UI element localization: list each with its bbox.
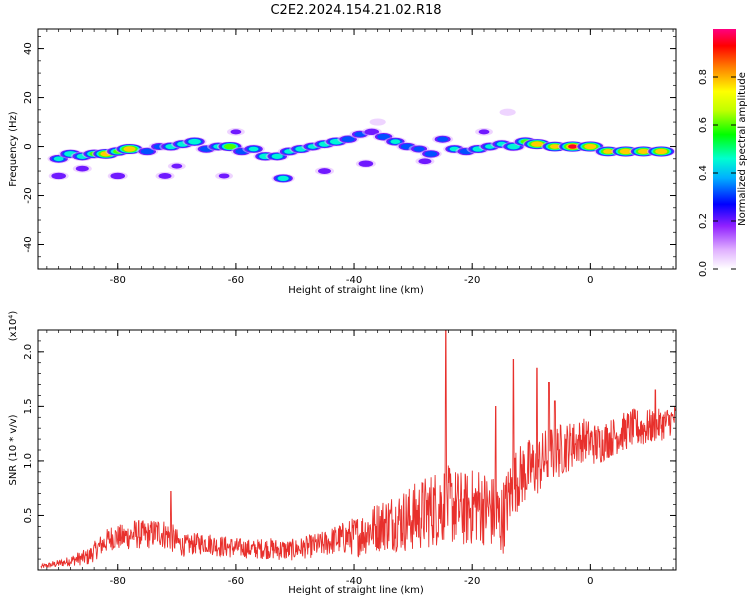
figure-title: C2E2.2024.154.21.02.R18 xyxy=(270,3,441,18)
spectrogram-axes: -80 -60 -40 -20 0 -40 -20 0 20 40 xyxy=(23,29,676,286)
heatmap-blob xyxy=(271,173,295,184)
heatmap-blob xyxy=(369,118,386,126)
x-tick-label: -60 xyxy=(228,576,244,587)
colorbar: 0.0 0.2 0.4 0.6 0.8 Normalized spectral ampl… xyxy=(698,29,748,277)
heatmap-blob xyxy=(475,128,493,136)
y-tick-label: 20 xyxy=(23,91,34,104)
colorbar-tick-label: 0.0 xyxy=(698,261,709,277)
x-tick-label: -80 xyxy=(110,576,126,587)
colorbar-tick-label: 0.2 xyxy=(698,213,709,229)
y-tick-label: 2.0 xyxy=(23,344,34,360)
heatmap-blob xyxy=(215,172,233,180)
y-tick-label: 1.0 xyxy=(23,453,34,469)
snr-panel: -80 -60 -40 -20 0 0.5 1.0 1.5 2.0 Height of stra… xyxy=(8,311,677,596)
heatmap-blob xyxy=(48,171,69,181)
heatmap-blob xyxy=(167,162,186,170)
x-tick-label: -20 xyxy=(464,275,480,286)
spectrogram-xlabel: Height of straight line (km) xyxy=(288,285,424,296)
x-tick-label: -60 xyxy=(228,275,244,286)
spectrogram-blobs xyxy=(47,108,676,184)
heatmap-blob xyxy=(226,128,245,136)
heatmap-blob xyxy=(155,171,175,181)
x-tick-label: 0 xyxy=(587,576,593,587)
heatmap-blob xyxy=(355,159,376,168)
y-tick-label: 0 xyxy=(23,143,34,149)
heatmap-blob xyxy=(315,166,335,176)
y-tick-label: 1.5 xyxy=(23,398,34,414)
colorbar-gradient xyxy=(713,29,736,269)
snr-xlabel: Height of straight line (km) xyxy=(288,585,424,596)
x-tick-label: 0 xyxy=(587,275,593,286)
colorbar-ticks: 0.0 0.2 0.4 0.6 0.8 xyxy=(698,69,736,277)
heatmap-blob xyxy=(646,145,676,157)
colorbar-tick-label: 0.6 xyxy=(698,117,709,133)
spectrogram-ylabel: Frequency (Hz) xyxy=(8,111,19,187)
colorbar-label: Normalized spectral amplitude xyxy=(737,72,748,226)
snr-ylabel: SNR (10 * v/v) xyxy=(8,414,19,485)
y-tick-label: -20 xyxy=(23,187,34,203)
heatmap-blob xyxy=(107,171,128,181)
y-tick-label: 40 xyxy=(23,42,34,55)
spectrogram-panel: -80 -60 -40 -20 0 -40 -20 0 20 40 Height of strai… xyxy=(8,28,677,296)
x-tick-label: -40 xyxy=(346,275,362,286)
heatmap-blob xyxy=(242,144,265,154)
y-tick-label: 0.5 xyxy=(23,508,34,524)
heatmap-blob xyxy=(182,136,207,147)
colorbar-tick-label: 0.4 xyxy=(698,165,709,181)
heatmap-blob xyxy=(419,149,442,159)
snr-y-unit: (x10⁴) xyxy=(8,311,19,342)
snr-axes: -80 -60 -40 -20 0 0.5 1.0 1.5 2.0 xyxy=(23,330,676,587)
x-tick-label: -80 xyxy=(110,275,126,286)
heatmap-blob xyxy=(72,164,92,173)
heatmap-blob xyxy=(432,134,454,144)
x-tick-label: -40 xyxy=(346,576,362,587)
spectrogram-frame xyxy=(37,28,677,270)
y-tick-label: -40 xyxy=(23,236,34,252)
colorbar-tick-label: 0.8 xyxy=(698,69,709,85)
heatmap-blob xyxy=(499,108,516,116)
heatmap-blob xyxy=(415,157,435,166)
x-tick-label: -20 xyxy=(464,576,480,587)
snr-series-line xyxy=(40,330,676,570)
